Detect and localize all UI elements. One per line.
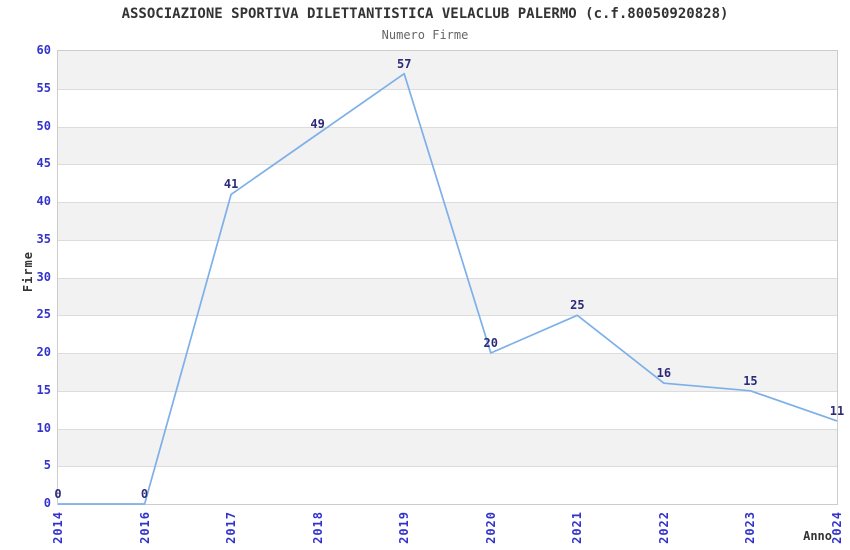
chart-subtitle: Numero Firme [381,28,469,42]
y-gridline [58,428,837,430]
y-gridline [58,164,837,166]
plot-band [58,126,837,165]
line-series-svg [58,51,837,504]
y-tick-label: 25 [36,307,51,322]
y-gridline [58,390,837,392]
x-tick-label: 2024 [830,511,844,544]
y-tick-label: 60 [36,43,51,57]
plot-area [57,50,838,505]
x-tick-label: 2018 [310,511,325,544]
x-tick-label: 2019 [397,511,412,544]
point-value-label: 41 [223,177,239,192]
plot-band [58,353,837,391]
plot-band [58,277,837,316]
point-value-label: 15 [743,373,758,388]
y-tick-label: 45 [36,156,51,171]
y-tick-label: 10 [36,420,51,435]
point-value-label: 0 [140,487,149,501]
y-gridline [58,353,837,354]
y-tick-label: 40 [36,194,51,208]
y-gridline [58,239,837,241]
y-gridline [58,202,837,203]
y-tick-label: 0 [43,496,51,510]
y-tick-label: 20 [36,345,51,359]
x-tick-label: 2014 [51,511,65,544]
point-value-label: 49 [310,117,325,132]
y-gridline [58,88,837,90]
x-tick-label: 2022 [656,511,671,544]
chart-title: ASSOCIAZIONE SPORTIVA DILETTANTISTICA VE… [121,6,729,22]
plot-band [58,428,837,467]
y-tick-label: 35 [36,231,51,246]
point-value-label: 57 [396,56,412,71]
y-tick-label: 30 [36,269,51,284]
y-tick-label: 55 [36,80,51,95]
point-value-label: 20 [483,336,498,350]
y-gridline [58,277,837,279]
plot-band [58,51,837,89]
y-tick-label: 15 [36,382,51,397]
firme-line [58,74,837,504]
x-tick-label: 2023 [743,511,758,544]
x-tick-label: 2020 [483,511,498,544]
point-value-label: 11 [829,403,845,418]
y-tick-label: 5 [43,458,51,473]
x-axis-title: Anno [803,529,832,543]
y-gridline [58,466,837,468]
x-tick-label: 2016 [137,511,152,544]
y-gridline [58,126,837,128]
point-value-label: 16 [656,366,672,381]
point-value-label: 0 [54,487,62,501]
x-tick-label: 2021 [570,511,585,544]
plot-band [58,202,837,240]
y-gridline [58,315,837,317]
point-value-label: 25 [570,298,585,313]
x-tick-label: 2017 [224,511,239,544]
y-tick-label: 50 [36,118,51,133]
